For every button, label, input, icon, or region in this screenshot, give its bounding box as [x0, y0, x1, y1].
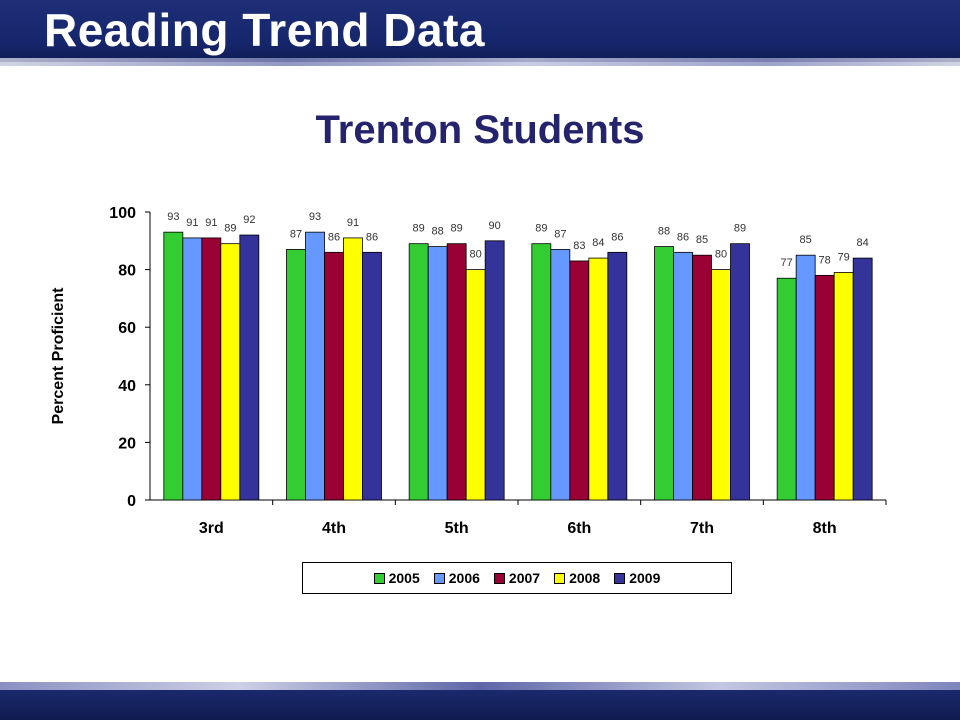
data-label: 89: [224, 223, 236, 235]
data-label: 77: [781, 257, 793, 269]
data-label: 89: [535, 223, 547, 235]
bar: [427, 246, 448, 501]
legend-item: 2009: [614, 570, 660, 586]
bar: [324, 251, 344, 501]
bar: [654, 246, 674, 501]
y-tick-label: 60: [118, 320, 136, 337]
bar: [531, 243, 552, 501]
bar: [730, 243, 750, 501]
bar: [220, 243, 241, 501]
legend-item: 2005: [373, 570, 420, 586]
legend-swatch: [373, 572, 385, 584]
data-label: 88: [432, 226, 444, 238]
legend-label: 2009: [629, 570, 661, 586]
chart-title: Trenton Students: [315, 108, 645, 152]
y-tick-label: 100: [109, 205, 136, 222]
x-tick-label: 4th: [322, 520, 346, 537]
y-axis-label: Percent Proficient: [50, 287, 67, 425]
data-label: 89: [413, 223, 425, 235]
bar: [343, 237, 363, 501]
chart-axes: 0 20 40 60 80 100 3rd 4th 5th 6th 7th 8th: [109, 205, 887, 537]
title-bar: [0, 0, 960, 62]
footer-bar-accent: [0, 682, 960, 692]
y-tick-label: 80: [118, 263, 136, 280]
data-label: 86: [611, 231, 623, 243]
legend-label: 2006: [448, 570, 480, 586]
data-label: 89: [451, 223, 463, 235]
legend-label: 2005: [388, 570, 420, 586]
data-label: 86: [328, 231, 340, 243]
footer-bar: [0, 690, 960, 720]
legend-item: 2008: [554, 570, 600, 586]
legend-swatch: [493, 572, 505, 584]
bar: [465, 269, 486, 501]
bar: [182, 237, 203, 501]
legend-label: 2008: [569, 570, 601, 586]
bar: [673, 251, 693, 501]
bar: [607, 251, 628, 501]
data-label: 85: [696, 234, 708, 246]
data-label: 89: [734, 223, 746, 235]
data-label: 93: [309, 211, 321, 223]
bar: [239, 234, 260, 501]
slide-title: Reading Trend Data: [44, 4, 485, 56]
bar: [711, 269, 731, 501]
bar: [692, 254, 712, 501]
bar: [588, 257, 609, 501]
bar: [484, 240, 505, 501]
bar: [362, 251, 382, 501]
chart-legend: 2005 2006 2007 2008 2009: [302, 562, 732, 594]
y-tick-label: 0: [127, 493, 136, 510]
bar: [550, 249, 571, 501]
legend-swatch: [433, 572, 445, 584]
x-tick-label: 5th: [445, 520, 469, 537]
data-label: 91: [186, 217, 198, 229]
bar: [833, 272, 854, 501]
data-label: 88: [658, 226, 670, 238]
legend-swatch: [554, 572, 566, 584]
x-tick-label: 6th: [567, 520, 591, 537]
data-label: 87: [290, 228, 302, 240]
data-label: 86: [677, 231, 689, 243]
data-label: 80: [470, 249, 482, 261]
data-label: 80: [715, 249, 727, 261]
legend-label: 2007: [508, 570, 541, 586]
data-label: 90: [489, 220, 501, 232]
bar: [408, 243, 429, 501]
title-bar-accent: [0, 58, 960, 66]
bar: [795, 254, 816, 501]
bar: [163, 231, 184, 501]
bar: [286, 249, 306, 501]
data-label: 91: [205, 217, 217, 229]
bar: [201, 237, 222, 501]
bar: [776, 277, 797, 501]
data-label: 87: [554, 228, 566, 240]
x-tick-label: 7th: [690, 520, 714, 537]
chart-bars: [163, 231, 873, 501]
chart-data-labels: 93 91 91 89 92 87 93 86 91 86 89 88 89 80 90 89 87 83 84 86…: [167, 211, 869, 269]
data-label: 79: [838, 251, 850, 263]
legend-swatch: [614, 572, 626, 584]
data-label: 91: [347, 217, 359, 229]
data-label: 78: [819, 254, 831, 266]
data-label: 84: [857, 237, 869, 249]
data-label: 85: [800, 234, 812, 246]
bar: [569, 260, 590, 501]
bar: [852, 257, 873, 501]
bar: [814, 274, 835, 501]
y-tick-label: 20: [118, 435, 136, 452]
legend-item: 2007: [493, 570, 541, 586]
data-label: 93: [167, 211, 179, 223]
bar: [446, 243, 467, 501]
data-label: 92: [243, 214, 255, 226]
data-label: 83: [573, 240, 585, 252]
bar: [305, 231, 325, 501]
data-label: 86: [366, 231, 378, 243]
x-tick-label: 8th: [813, 520, 837, 537]
data-label: 84: [592, 237, 604, 249]
legend-item: 2006: [433, 570, 480, 586]
y-tick-label: 40: [118, 378, 136, 395]
x-tick-label: 3rd: [199, 520, 224, 537]
